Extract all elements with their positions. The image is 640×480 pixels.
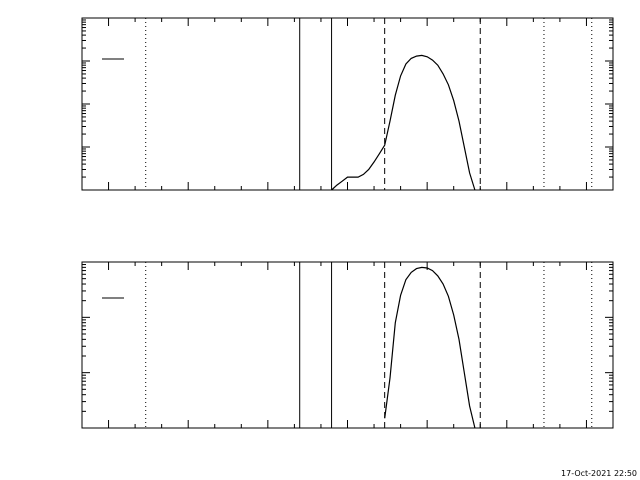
plot-frame xyxy=(81,17,614,191)
chart-panel-hi xyxy=(81,261,614,429)
series-line xyxy=(331,54,476,191)
footer-timestamp: 17-Oct-2021 22:50 xyxy=(561,469,637,478)
plot-frame xyxy=(81,261,614,429)
series-line xyxy=(384,266,476,429)
chart-panel-lo xyxy=(81,17,614,191)
